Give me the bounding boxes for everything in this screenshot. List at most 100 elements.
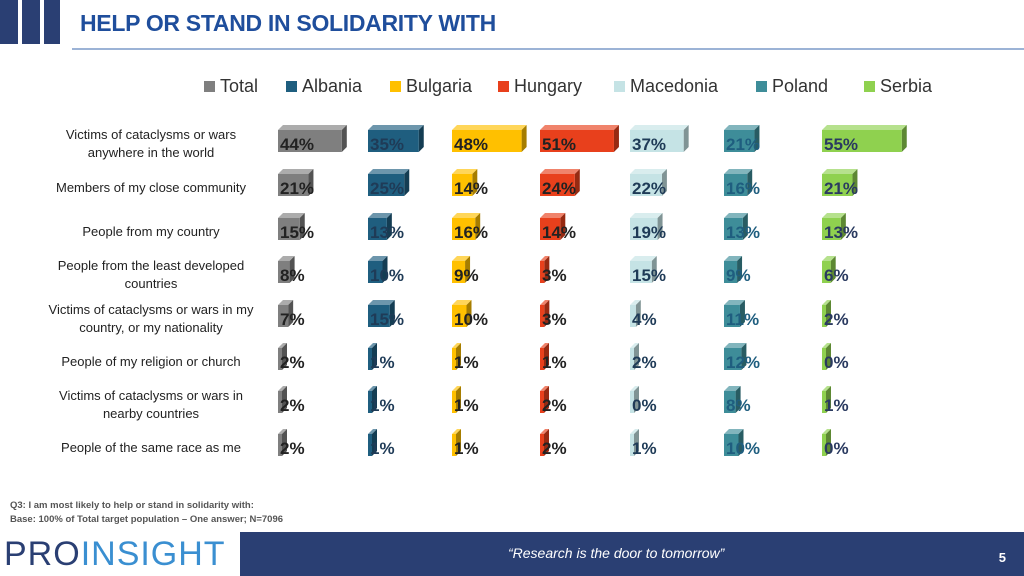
- bar: [630, 218, 658, 240]
- bar-top-face: [724, 213, 748, 218]
- bar: [630, 391, 634, 413]
- bar: [278, 305, 289, 327]
- data-label: 1%: [824, 396, 849, 415]
- logo-insight-text: INSIGHT: [80, 534, 226, 573]
- data-label: 7%: [280, 310, 305, 329]
- bar-side-face: [456, 386, 461, 413]
- bar-group: [630, 386, 639, 413]
- bar: [278, 130, 342, 152]
- bar-side-face: [634, 386, 639, 413]
- bar-top-face: [452, 169, 478, 174]
- bar-side-face: [852, 169, 858, 196]
- data-label: 2%: [632, 353, 657, 372]
- bar: [540, 434, 544, 456]
- bar-group: [540, 213, 566, 240]
- data-label: 0%: [632, 396, 657, 415]
- row-label: People of the same race as me: [61, 440, 241, 455]
- data-label: 8%: [280, 266, 305, 285]
- bar-side-face: [282, 343, 287, 370]
- bar: [278, 261, 290, 283]
- bar-top-face: [278, 256, 295, 261]
- bar-side-face: [544, 300, 550, 327]
- bar-group: [368, 386, 377, 413]
- data-label: 14%: [542, 223, 576, 242]
- bar-top-face: [724, 429, 744, 434]
- bar-top-face: [822, 429, 831, 434]
- data-label: 22%: [632, 179, 666, 198]
- bar-side-face: [735, 386, 741, 413]
- bar-side-face: [465, 256, 471, 283]
- bar-group: [368, 300, 395, 327]
- bar-group: [452, 213, 481, 240]
- bar-side-face: [739, 300, 745, 327]
- bar-top-face: [822, 213, 846, 218]
- bar-side-face: [574, 169, 580, 196]
- bar-top-face: [630, 429, 639, 434]
- legend-label: Poland: [772, 75, 829, 96]
- bar-side-face: [386, 213, 392, 240]
- data-label: 51%: [542, 135, 576, 154]
- bar-top-face: [278, 386, 287, 391]
- bar-top-face: [630, 169, 667, 174]
- bar: [278, 391, 282, 413]
- bar-side-face: [738, 429, 744, 456]
- bar-top-face: [724, 169, 753, 174]
- bar: [540, 348, 544, 370]
- row-label: People from my country: [82, 224, 220, 239]
- bar-group: [724, 213, 748, 240]
- bar-top-face: [278, 213, 305, 218]
- legend-swatch: [614, 80, 625, 92]
- bar-group: [452, 169, 478, 196]
- legend-label: Albania: [302, 75, 363, 96]
- bar-group: [724, 125, 760, 152]
- bar: [822, 391, 826, 413]
- bar-top-face: [822, 386, 831, 391]
- bar-top-face: [540, 300, 550, 305]
- data-label: 13%: [370, 223, 404, 242]
- proinsight-logo: PRO INSIGHT: [4, 534, 226, 574]
- bar-group: [452, 300, 472, 327]
- data-label: 1%: [370, 439, 395, 458]
- bar-side-face: [282, 386, 287, 413]
- data-label: 0%: [824, 353, 849, 372]
- data-label: 1%: [632, 439, 657, 458]
- bar: [724, 434, 739, 456]
- bar-side-face: [521, 125, 527, 152]
- bar-group: [540, 343, 549, 370]
- legend-label: Macedonia: [630, 75, 719, 96]
- bar: [368, 130, 419, 152]
- bar-group: [822, 213, 846, 240]
- data-label: 1%: [454, 396, 479, 415]
- legend-label: Bulgaria: [406, 75, 473, 96]
- bar: [724, 261, 738, 283]
- bar: [540, 305, 545, 327]
- data-label: 14%: [454, 179, 488, 198]
- bar-group: [540, 429, 549, 456]
- bar-top-face: [368, 343, 377, 348]
- bar-group: [822, 256, 836, 283]
- bar-side-face: [544, 429, 549, 456]
- bar: [368, 218, 387, 240]
- bar: [822, 348, 826, 370]
- bar-top-face: [368, 169, 410, 174]
- bar-side-face: [456, 429, 461, 456]
- row-label: Members of my close community: [56, 180, 246, 195]
- data-label: 10%: [726, 439, 760, 458]
- bar-top-face: [630, 343, 639, 348]
- bar-group: [630, 125, 689, 152]
- bar-top-face: [724, 125, 760, 130]
- bar-top-face: [278, 343, 287, 348]
- header-accent-stripe: [18, 0, 22, 44]
- bar-top-face: [452, 256, 471, 261]
- row-label: Victims of cataclysms or wars in my coun…: [48, 302, 254, 335]
- bar-side-face: [635, 300, 641, 327]
- bar-top-face: [278, 125, 347, 130]
- row-label: Victims of cataclysms or wars anywhere i…: [65, 127, 237, 160]
- bar: [540, 391, 544, 413]
- bar-group: [368, 125, 424, 152]
- bar: [630, 261, 652, 283]
- bar-group: [452, 125, 527, 152]
- bar-top-face: [630, 300, 641, 305]
- bar: [822, 434, 826, 456]
- bar: [630, 434, 634, 456]
